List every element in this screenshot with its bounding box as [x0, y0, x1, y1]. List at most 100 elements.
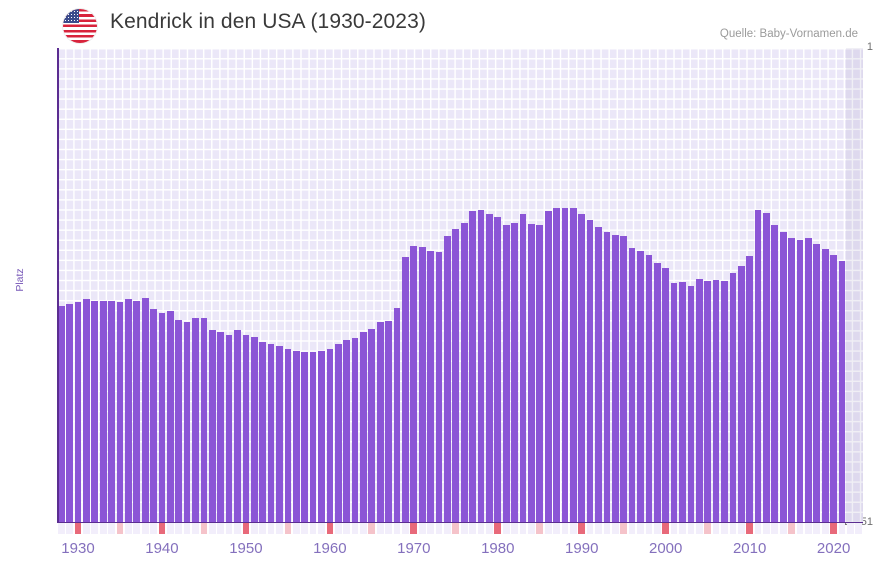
bar-1966[interactable] [376, 322, 384, 522]
bar-1980[interactable] [494, 217, 502, 522]
bar-1957[interactable] [301, 352, 309, 522]
bar-2007[interactable] [721, 281, 728, 522]
bar-1963[interactable] [351, 338, 359, 522]
x-tick-1980 [494, 523, 502, 534]
bar-1949[interactable] [234, 330, 241, 522]
bar-1974[interactable] [444, 236, 451, 522]
bar-1988[interactable] [561, 208, 569, 522]
bar-2017[interactable] [805, 238, 812, 522]
bar-1952[interactable] [259, 341, 267, 522]
bar-2019[interactable] [821, 249, 829, 522]
bar-2010[interactable] [746, 255, 754, 522]
bar-2002[interactable] [679, 282, 686, 522]
bar-1945[interactable] [200, 317, 208, 522]
bar-1989[interactable] [569, 208, 577, 522]
bar-2000[interactable] [662, 268, 670, 522]
bar-2012[interactable] [763, 213, 770, 522]
bar-2015[interactable] [788, 237, 795, 522]
bar-1962[interactable] [343, 339, 351, 522]
bar-1990[interactable] [578, 214, 586, 522]
bar-2011[interactable] [754, 210, 762, 522]
bar-1978[interactable] [477, 209, 485, 522]
bar-2016[interactable] [796, 240, 804, 522]
bar-1998[interactable] [645, 254, 653, 522]
bar-1959[interactable] [318, 350, 325, 522]
bar-2013[interactable] [771, 224, 779, 522]
bar-1951[interactable] [250, 337, 258, 522]
bar-1936[interactable] [125, 298, 132, 522]
bar-1991[interactable] [586, 220, 594, 522]
bar-1981[interactable] [502, 224, 510, 522]
bar-1928[interactable] [57, 305, 65, 522]
bar-1979[interactable] [486, 214, 493, 522]
bar-1943[interactable] [183, 322, 191, 522]
bar-1960[interactable] [326, 349, 334, 522]
bar-2009[interactable] [737, 265, 745, 522]
bar-1939[interactable] [150, 308, 157, 522]
bar-1982[interactable] [511, 222, 518, 522]
bar-2004[interactable] [695, 278, 703, 522]
bar-1983[interactable] [519, 214, 527, 522]
bar-2021[interactable] [838, 261, 846, 522]
bar-2003[interactable] [687, 285, 695, 522]
bar-1930[interactable] [74, 302, 82, 522]
bar-1972[interactable] [427, 251, 434, 522]
bar-1950[interactable] [242, 335, 250, 522]
bar-1947[interactable] [217, 331, 225, 522]
bar-1934[interactable] [108, 301, 115, 522]
bar-2008[interactable] [729, 273, 737, 522]
bar-2020[interactable] [830, 254, 837, 522]
bar-2005[interactable] [704, 281, 712, 522]
bar-1984[interactable] [528, 223, 535, 522]
bar-1968[interactable] [393, 308, 401, 522]
x-tick-2003 [687, 523, 695, 534]
bar-1977[interactable] [469, 211, 476, 522]
bar-2006[interactable] [712, 279, 720, 522]
bar-1999[interactable] [653, 263, 661, 522]
bar-1942[interactable] [175, 320, 183, 522]
bar-1975[interactable] [452, 228, 460, 522]
bar-1944[interactable] [192, 318, 199, 522]
bar-2018[interactable] [813, 243, 821, 522]
x-tick-2021 [838, 523, 846, 534]
bar-1941[interactable] [166, 310, 174, 522]
bar-2014[interactable] [779, 232, 787, 522]
bar-1987[interactable] [553, 208, 560, 522]
bar-2001[interactable] [670, 283, 678, 522]
bar-1940[interactable] [158, 312, 166, 522]
x-tick-1941 [166, 523, 174, 534]
bar-1969[interactable] [402, 257, 409, 522]
bar-1971[interactable] [418, 247, 426, 522]
bar-1997[interactable] [637, 250, 644, 522]
bar-1958[interactable] [309, 352, 317, 522]
bar-1938[interactable] [141, 298, 149, 522]
bar-1973[interactable] [435, 251, 443, 522]
bar-1932[interactable] [91, 301, 99, 522]
bar-1961[interactable] [334, 343, 342, 522]
bar-1985[interactable] [536, 225, 544, 522]
bar-1933[interactable] [99, 301, 107, 522]
bar-1967[interactable] [385, 321, 392, 522]
bar-1976[interactable] [460, 223, 468, 522]
bar-1935[interactable] [116, 301, 124, 522]
bar-1970[interactable] [410, 246, 418, 522]
bar-1993[interactable] [603, 232, 611, 522]
bar-1954[interactable] [276, 346, 283, 522]
bar-1956[interactable] [292, 350, 300, 522]
bar-1948[interactable] [225, 334, 233, 522]
bar-1955[interactable] [284, 348, 292, 522]
bar-1996[interactable] [628, 248, 636, 522]
bar-1986[interactable] [544, 211, 552, 522]
x-tick-1991 [586, 523, 594, 534]
bar-1994[interactable] [611, 234, 619, 522]
bar-1953[interactable] [267, 343, 275, 522]
us-flag-icon [63, 9, 97, 43]
bar-1992[interactable] [595, 226, 602, 522]
bar-1946[interactable] [208, 329, 216, 522]
bar-1937[interactable] [133, 301, 141, 522]
bar-1964[interactable] [360, 332, 367, 522]
bar-1965[interactable] [368, 329, 376, 522]
bar-1995[interactable] [620, 236, 628, 522]
bar-1929[interactable] [66, 303, 73, 522]
bar-1931[interactable] [83, 298, 90, 522]
